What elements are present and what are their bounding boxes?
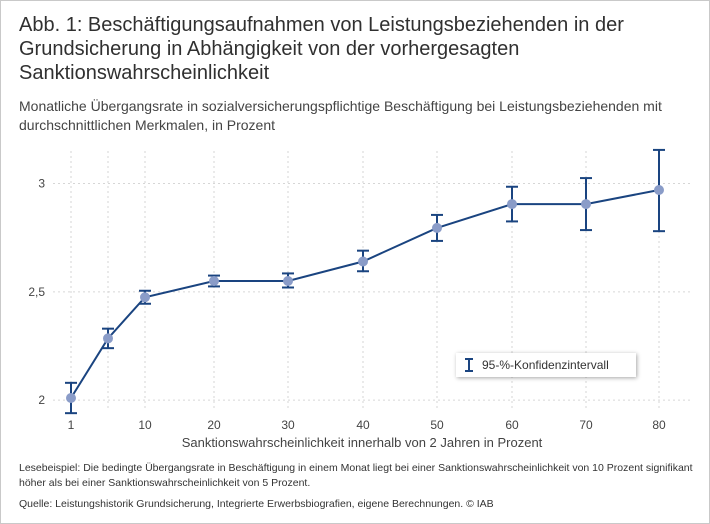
reading-example-note: Lesebeispiel: Die bedingte Übergangsrate… [19,462,693,489]
y-tick-label: 2 [38,393,45,407]
data-point [283,276,293,286]
x-tick-label: 60 [505,418,519,432]
x-tick-label: 70 [579,418,593,432]
data-point [66,393,76,403]
x-tick-label: 50 [430,418,444,432]
chart-subtitle: Monatliche Übergangsrate in sozialversic… [19,98,662,133]
data-point [507,199,517,210]
legend-label: 95-%-Konfidenzintervall [482,358,609,372]
x-tick-label: 1 [68,418,75,432]
x-axis-title: Sanktionswahrscheinlichkeit innerhalb vo… [182,435,543,450]
x-tick-label: 30 [281,418,295,432]
y-tick-label: 3 [38,177,45,191]
data-point [103,333,113,344]
chart-legend: 95-%-Konfidenzintervall [456,353,636,377]
x-tick-label: 10 [138,418,152,432]
error-bar-icon [465,358,473,372]
data-point [209,276,219,286]
data-point [654,185,664,195]
chart-title: Abb. 1: Beschäftigungsaufnahmen von Leis… [19,14,624,84]
line-chart: 2 2,5 3 1 10 20 30 40 50 60 70 80 Sanktionswahrschei… [28,148,691,450]
data-point [358,256,368,267]
source-note: Quelle: Leistungshistorik Grundsicherung… [19,498,494,510]
series-line [70,189,660,399]
y-tick-label: 2,5 [28,285,45,299]
x-tick-label: 80 [652,418,666,432]
data-point [432,222,442,233]
x-tick-label: 20 [207,418,221,432]
data-point [581,199,591,210]
data-point [140,292,150,303]
x-tick-label: 40 [356,418,370,432]
